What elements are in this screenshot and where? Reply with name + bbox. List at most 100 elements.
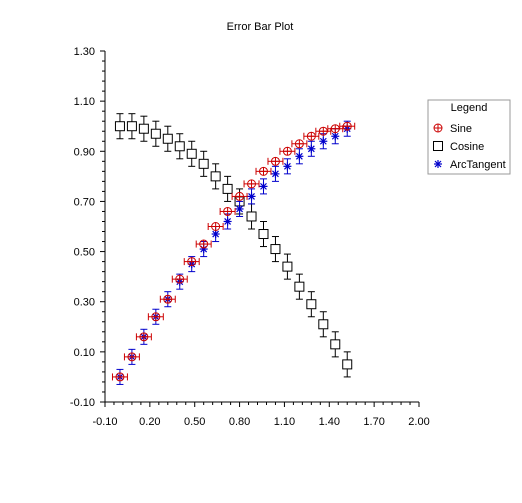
data-point [235,191,245,201]
legend-title: Legend [451,102,488,114]
data-point [306,299,317,310]
marker-square [342,359,353,370]
legend-label: ArcTangent [450,159,506,171]
marker-ray [295,152,303,160]
chart-title: Error Bar Plot [227,21,294,33]
y-tick-label: 0.10 [74,347,95,359]
marker-ray [248,192,255,200]
x-tick-label: 1.40 [319,416,340,428]
data-point [342,359,353,370]
data-point [235,204,244,213]
data-point [162,133,173,144]
data-point [150,128,161,139]
marker-square [162,133,173,144]
data-point [211,230,220,239]
legend-items: Sine Cosine ArcTangent [433,123,506,171]
legend-item-sine: Sine [433,123,472,135]
data-point [151,312,161,322]
marker-ray [307,145,315,153]
data-point [222,183,233,194]
data-point [282,261,293,272]
data-point [258,229,269,240]
y-tick-label: 0.50 [74,247,95,259]
y-tick-label: 0.90 [74,146,95,158]
data-point [187,257,197,267]
x-tick-label: 1.10 [274,416,295,428]
data-point [318,319,329,330]
data-point [319,137,328,146]
legend-label: Sine [450,123,472,135]
data-point [307,144,316,153]
legend-label: Cosine [450,141,484,153]
x-tick-label: 1.70 [363,416,384,428]
marker-ray [283,162,291,170]
x-tick-label: 2.00 [408,416,429,428]
data-point [342,121,352,131]
legend-box [427,99,511,175]
data-point [246,211,257,222]
data-point [198,158,209,169]
data-point [330,339,341,350]
data-point [306,131,316,141]
marker-square [270,244,281,255]
data-point [434,160,442,168]
data-point [294,139,304,149]
marker-square [114,121,125,132]
data-point [295,152,304,161]
marker-square [306,299,317,310]
data-point [175,274,185,284]
x-tick-label: 0.20 [139,416,160,428]
data-point [223,206,233,216]
marker-ray [212,230,220,238]
data-point [282,146,292,156]
marker-ray [260,182,267,190]
marker-ray [319,137,327,145]
data-point [259,182,268,191]
legend-item-cosine: Cosine [433,141,484,153]
marker-ray [200,245,208,253]
data-point [330,124,340,134]
marker-ray [224,218,232,225]
data-point [127,352,137,362]
data-point [139,332,149,342]
data-point [318,126,328,136]
x-tick-label: 0.50 [184,416,205,428]
marker-square [186,148,197,159]
data-point [186,148,197,159]
marker-square [126,121,137,132]
marker-square [174,141,185,152]
axes: -0.10 0.20 0.50 0.80 1.10 1.40 1.70 2.00 -0.10 0.… [70,46,430,428]
data-point [433,141,443,151]
series-sine [111,121,356,382]
marker-ray [272,170,279,178]
marker-square [330,339,341,350]
marker-square [138,123,149,134]
marker-ray [331,132,339,140]
data-point [114,121,125,132]
marker-ray [434,160,442,168]
y-tick-label: 0.70 [74,196,95,208]
data-point [270,156,280,166]
y-tick-label: -0.10 [70,397,95,409]
marker-square [294,281,305,292]
data-point [223,217,232,226]
marker-square [246,211,257,222]
y-tick-label: 1.30 [74,46,95,58]
marker-square [282,261,293,272]
marker-square [150,128,161,139]
marker-square [222,183,233,194]
data-point [115,372,125,382]
y-tick-label: 1.10 [74,96,95,108]
data-point [247,179,257,189]
data-point [247,192,256,201]
marker-square [318,319,329,330]
marker-square [433,141,443,151]
marker-square [198,158,209,169]
data-point [210,171,221,182]
marker-square [258,229,269,240]
y-tick-label: 0.30 [74,297,95,309]
data-point [270,244,281,255]
data-point [258,166,268,176]
data-point [138,123,149,134]
legend-item-arctangent: ArcTangent [434,159,506,171]
